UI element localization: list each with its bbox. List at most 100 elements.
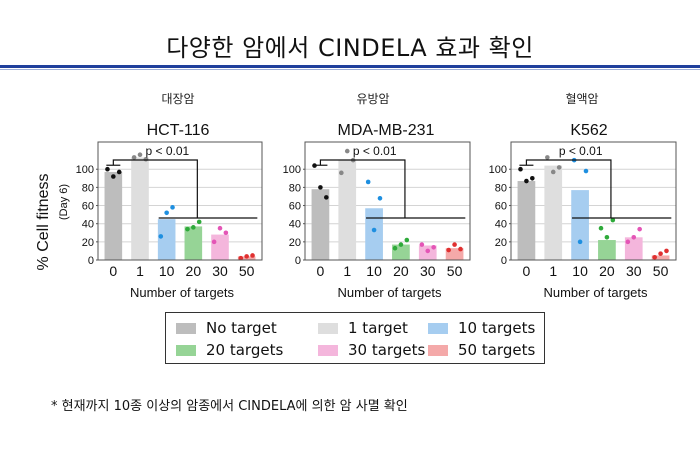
x-tick-label: 30 (212, 263, 228, 279)
data-point-20 (398, 242, 404, 247)
data-point-50 (446, 247, 451, 253)
data-point-1 (556, 165, 562, 170)
data-point-1 (339, 170, 344, 176)
title-underline-thin (0, 69, 700, 70)
data-point-1 (545, 155, 550, 160)
data-point-0 (111, 174, 116, 179)
bar-20 (184, 226, 203, 260)
data-point-0 (318, 185, 323, 190)
x-tick-label: 1 (343, 263, 351, 279)
x-tick-label: 1 (136, 263, 144, 279)
data-point-0 (530, 176, 535, 181)
data-point-10 (365, 179, 371, 185)
data-point-20 (392, 245, 398, 251)
bar-0 (517, 181, 536, 260)
footnote: * 현재까지 10종 이상의 암종에서 CINDELA에 의한 암 사멸 확인 (51, 399, 408, 414)
data-point-30 (217, 225, 223, 231)
y-tick-label: 100 (489, 164, 507, 176)
bar-30 (211, 234, 229, 260)
legend-label: No target (206, 319, 277, 337)
x-tick-label: 20 (599, 263, 615, 279)
data-point-50 (244, 254, 249, 259)
bar-50 (651, 255, 670, 260)
plot-frame (97, 141, 263, 261)
data-point-50 (250, 253, 255, 258)
legend-swatch (176, 344, 196, 356)
data-point-20 (604, 235, 610, 240)
data-point-20 (196, 219, 202, 225)
data-point-50 (452, 242, 457, 247)
cancer-type-label: 유방암 (356, 92, 389, 106)
legend-label: 1 target (348, 319, 408, 337)
x-tick-label: 50 (653, 263, 669, 279)
legend-swatch (428, 322, 448, 334)
p-value-label: p < 0.01 (353, 144, 397, 158)
legend-item: 1 target (318, 319, 408, 337)
bar-50 (445, 248, 464, 260)
data-point-50 (652, 254, 657, 260)
data-point-20 (610, 217, 616, 223)
bar-1 (131, 157, 149, 260)
data-point-0 (105, 166, 110, 172)
data-point-10 (583, 168, 589, 174)
data-point-0 (116, 169, 122, 175)
data-point-10 (170, 205, 175, 210)
bar-20 (598, 240, 616, 260)
legend-swatch (318, 344, 338, 356)
legend-item: No target (176, 319, 277, 337)
y-tick-label: 20 (289, 237, 301, 249)
legend-label: 30 targets (348, 341, 426, 359)
y-tick-label: 80 (289, 182, 301, 194)
data-point-20 (185, 226, 190, 232)
x-tick-label: 20 (393, 263, 409, 279)
data-point-50 (664, 248, 669, 254)
bar-1 (338, 160, 357, 260)
y-tick-label: 60 (82, 201, 94, 213)
data-point-50 (458, 246, 463, 252)
legend-label: 50 targets (458, 341, 536, 359)
data-point-10 (164, 210, 169, 216)
legend-swatch (318, 322, 338, 334)
y-tick-label: 60 (289, 201, 301, 213)
legend-item: 30 targets (318, 341, 425, 359)
chart-panel-mda-mb-231: 유방암 MDA-MB-231 0 20 40 60 80 100 0 1 10 20 30 50 Numbe… (283, 92, 471, 300)
legend-item: 20 targets (176, 341, 283, 359)
data-point-10 (158, 234, 164, 239)
chart-panel-hct-116: 대장암 HCT-116 0 20 40 60 80 100 0 1 10 20 30 50 Number o… (76, 92, 263, 300)
data-point-20 (191, 225, 196, 230)
data-point-30 (625, 239, 631, 245)
y-tick-label: 0 (501, 255, 507, 267)
bar-10 (365, 208, 383, 260)
x-tick-label: 50 (447, 263, 463, 279)
data-point-30 (419, 242, 425, 247)
data-point-30 (431, 244, 436, 250)
y-tick-label: 40 (82, 219, 94, 231)
x-tick-label: 30 (420, 263, 436, 279)
data-point-10 (371, 227, 377, 233)
legend-swatch (428, 344, 448, 356)
x-tick-label: 10 (572, 263, 588, 279)
bar-10 (571, 190, 589, 260)
y-tick-label: 100 (76, 164, 94, 176)
data-point-0 (518, 166, 523, 172)
y-tick-label: 80 (495, 182, 507, 194)
y-tick-label: 0 (88, 255, 94, 267)
cell-line-title: HCT-116 (147, 122, 210, 139)
x-tick-label: 0 (317, 263, 325, 279)
data-point-50 (658, 251, 663, 256)
data-point-1 (137, 152, 143, 158)
data-point-10 (377, 195, 383, 201)
data-point-30 (425, 248, 431, 254)
x-tick-label: 1 (549, 263, 557, 279)
significance-bracket (112, 159, 198, 218)
cancer-type-label: 혈액암 (565, 92, 598, 106)
x-tick-label: 30 (626, 263, 642, 279)
significance-bracket (319, 159, 406, 218)
data-point-1 (131, 155, 137, 160)
bar-10 (157, 219, 176, 260)
bar-0 (311, 189, 330, 260)
data-point-1 (344, 148, 350, 154)
chart-legend: No target 1 target 10 targets 20 targets 30 … (165, 312, 545, 364)
data-point-30 (637, 226, 642, 232)
plot-frame (304, 141, 471, 261)
